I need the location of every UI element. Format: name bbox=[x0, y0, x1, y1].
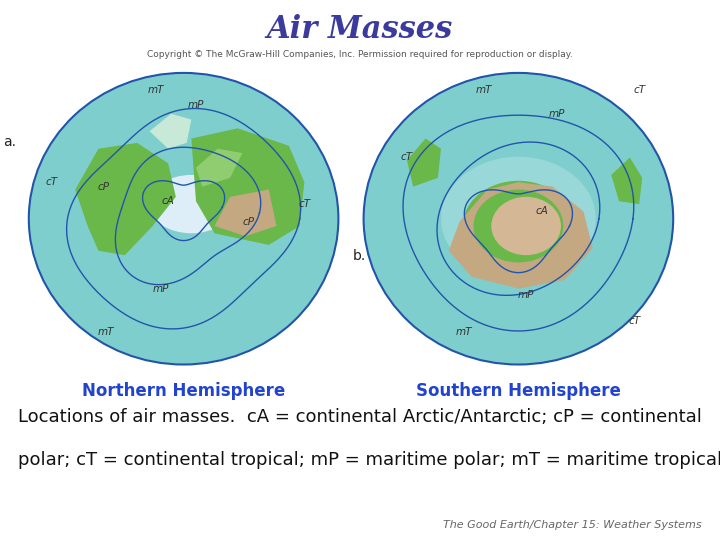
Polygon shape bbox=[407, 138, 441, 187]
Text: mP: mP bbox=[152, 284, 168, 294]
Polygon shape bbox=[150, 114, 192, 148]
Ellipse shape bbox=[29, 73, 338, 364]
Text: cA: cA bbox=[535, 206, 548, 217]
Text: Copyright © The McGraw-Hill Companies, Inc. Permission required for reproduction: Copyright © The McGraw-Hill Companies, I… bbox=[147, 50, 573, 59]
Text: b.: b. bbox=[353, 248, 366, 262]
Text: Locations of air masses.  cA = continental Arctic/Antarctic; cP = continental: Locations of air masses. cA = continenta… bbox=[18, 408, 702, 426]
Polygon shape bbox=[76, 143, 176, 255]
Text: cA: cA bbox=[162, 196, 174, 206]
Text: Air Masses: Air Masses bbox=[267, 14, 453, 44]
Text: polar; cT = continental tropical; mP = maritime polar; mT = maritime tropical.: polar; cT = continental tropical; mP = m… bbox=[18, 451, 720, 469]
Polygon shape bbox=[192, 129, 305, 245]
Polygon shape bbox=[611, 158, 642, 204]
Text: The Good Earth/Chapter 15: Weather Systems: The Good Earth/Chapter 15: Weather Syste… bbox=[444, 520, 702, 530]
Ellipse shape bbox=[474, 190, 563, 262]
Text: mT: mT bbox=[476, 85, 492, 96]
Text: mT: mT bbox=[98, 327, 114, 338]
Text: mT: mT bbox=[456, 327, 472, 338]
Text: mP: mP bbox=[518, 289, 534, 300]
Text: cP: cP bbox=[97, 181, 109, 192]
Text: Northern Hemisphere: Northern Hemisphere bbox=[82, 382, 285, 400]
Text: cT: cT bbox=[46, 177, 58, 187]
Ellipse shape bbox=[463, 181, 574, 271]
Text: cT: cT bbox=[401, 152, 413, 163]
Text: cT: cT bbox=[298, 199, 310, 209]
Text: mP: mP bbox=[549, 109, 565, 119]
Text: cP: cP bbox=[243, 217, 255, 227]
Polygon shape bbox=[196, 148, 243, 187]
Text: cT: cT bbox=[633, 85, 645, 96]
Text: mT: mT bbox=[148, 85, 164, 96]
Polygon shape bbox=[215, 190, 276, 236]
Text: cT: cT bbox=[629, 316, 641, 326]
Text: Southern Hemisphere: Southern Hemisphere bbox=[416, 382, 621, 400]
Ellipse shape bbox=[441, 157, 596, 281]
Polygon shape bbox=[449, 183, 593, 289]
Ellipse shape bbox=[364, 73, 673, 364]
Ellipse shape bbox=[149, 175, 234, 233]
Text: a.: a. bbox=[4, 135, 17, 149]
Ellipse shape bbox=[491, 197, 561, 255]
Text: mP: mP bbox=[188, 100, 204, 110]
